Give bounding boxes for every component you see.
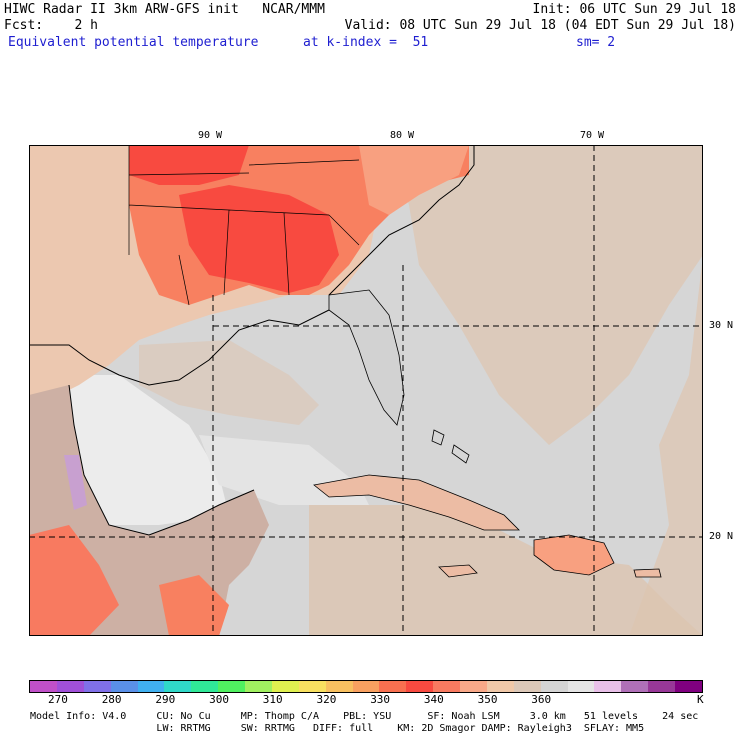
hot-region-central-america [159, 575, 229, 636]
coastline-atlantic-us [328, 145, 475, 296]
colorbar [29, 680, 703, 693]
init-time: Init: 06 UTC Sun 29 Jul 18 [532, 2, 737, 17]
colorbar-swatch [675, 681, 702, 692]
land-cuba [313, 474, 520, 531]
lon-label-90w: 90 W [198, 130, 223, 141]
colorbar-swatch [164, 681, 192, 692]
colorbar-swatch [486, 681, 514, 692]
colorbar-swatch [137, 681, 165, 692]
hot-core-north [129, 145, 249, 185]
tan-region-gulf [139, 340, 319, 425]
model-title: HIWC Radar II 3km ARW-GFS init NCAR/MMM [4, 2, 325, 17]
colorbar-swatch [30, 681, 57, 692]
colorbar-swatch [621, 681, 649, 692]
map-frame [29, 145, 703, 636]
coastline-gulf-us [29, 309, 330, 386]
colorbar-swatch [433, 681, 460, 692]
field-name: Equivalent potential temperature [8, 35, 259, 50]
colorbar-swatch [110, 681, 138, 692]
colorbar-swatch [406, 681, 434, 692]
colorbar-swatch [513, 681, 541, 692]
island-bahamas-2 [451, 444, 470, 464]
colorbar-swatch [325, 681, 353, 692]
colorbar-swatch [191, 681, 219, 692]
model-info-line2: LW: RRTMG SW: RRTMG DIFF: full KM: 2D Sm… [30, 723, 645, 734]
colorbar-tick-label: 360 [531, 693, 552, 706]
lon-label-70w: 70 W [580, 130, 605, 141]
colorbar-tick-label: 310 [262, 693, 283, 706]
colorbar-swatch [271, 681, 299, 692]
lon-label-80w: 80 W [390, 130, 415, 141]
colorbar-swatch [594, 681, 622, 692]
colorbar-tick-label: 300 [209, 693, 229, 706]
colorbar-swatch [567, 681, 595, 692]
colorbar-swatch [218, 681, 245, 692]
hot-region-mexico [29, 525, 119, 636]
colorbar-swatch [56, 681, 84, 692]
valid-time: Valid: 08 UTC Sun 29 Jul 18 (04 EDT Sun … [344, 18, 736, 33]
state-borders [128, 145, 360, 306]
colorbar-swatch [352, 681, 380, 692]
light-region-gulf [59, 375, 229, 525]
tan-region-east [389, 145, 703, 636]
colorbar-unit: K [697, 693, 704, 706]
tan-region-south [309, 505, 703, 636]
colorbar-swatch [540, 681, 568, 692]
colorbar-tick-label: 280 [101, 693, 122, 706]
land-jamaica [438, 564, 478, 578]
lat-label-30n: 30 N [709, 320, 734, 331]
colorbar-swatch [648, 681, 675, 692]
model-info-line1: Model Info: V4.0 CU: No Cu MP: Thomp C/A… [30, 711, 699, 722]
colorbar-tick-label: 350 [477, 693, 498, 706]
colorbar-swatch [379, 681, 407, 692]
colorbar-tick-label: 270 [48, 693, 68, 706]
land-puerto-rico [633, 568, 662, 578]
weather-map [29, 145, 703, 636]
island-bahamas-1 [431, 429, 445, 446]
cool-patch-mexico [64, 455, 87, 510]
colorbar-tick-label: 340 [423, 693, 444, 706]
colorbar-swatch [245, 681, 272, 692]
forecast-hour: Fcst: 2 h [4, 18, 98, 33]
warm-band-carolina [359, 145, 469, 215]
smoothing-label: sm= 2 [576, 35, 616, 50]
land-florida [328, 289, 405, 426]
colorbar-tick-label: 290 [155, 693, 176, 706]
level-label: at k-index = 51 [303, 35, 429, 50]
colorbar-tick-label: 330 [370, 693, 391, 706]
coastline-mexico [68, 384, 255, 536]
colorbar-swatch [83, 681, 111, 692]
colorbar-tick-label: 320 [316, 693, 337, 706]
lat-label-20n: 20 N [709, 531, 734, 542]
colorbar-swatch [460, 681, 487, 692]
colorbar-swatch [298, 681, 326, 692]
hot-core-southeast [179, 185, 339, 293]
